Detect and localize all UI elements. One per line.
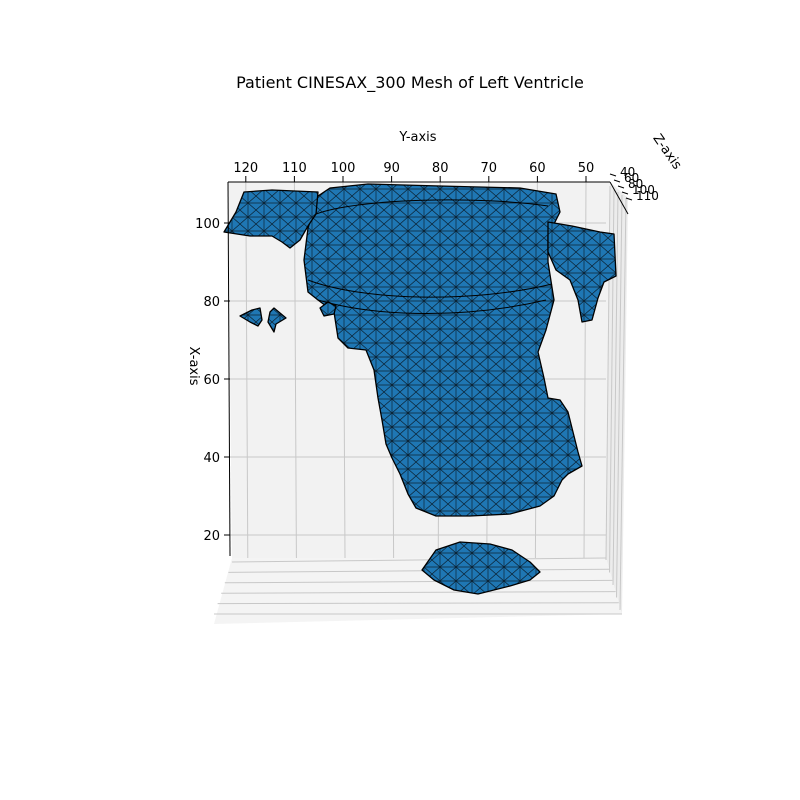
side-grid-line — [616, 194, 623, 598]
side-grid-line — [612, 191, 619, 586]
y-axis-label: Y-axis — [398, 130, 436, 145]
side-pane — [606, 182, 628, 614]
y-tick-label: 100 — [331, 161, 356, 176]
z-tick-label: 100 — [632, 183, 655, 197]
y-tick-label: 70 — [481, 161, 498, 176]
floor-grid-line — [217, 602, 619, 605]
floor-grid-line — [231, 557, 607, 563]
floor-grid-line — [221, 591, 616, 594]
chart-title: Patient CINESAX_300 Mesh of Left Ventric… — [236, 73, 584, 93]
y-tick-label: 120 — [233, 161, 258, 176]
z-tick-mark — [613, 179, 621, 183]
z-tick-label: 110 — [636, 189, 659, 203]
y-tick-label: 50 — [578, 161, 595, 176]
z-tick-label: 40 — [620, 165, 635, 179]
z-axis-label: Z-axis — [649, 132, 684, 173]
mesh-right-wing — [547, 221, 617, 323]
side-grid-line — [619, 197, 627, 611]
mesh-bottom-blob — [421, 541, 541, 595]
y-tick-label: 90 — [383, 161, 400, 176]
mesh-left-fragment-2 — [267, 307, 287, 333]
floor-grid-line — [224, 579, 613, 584]
z-tick-label: 80 — [628, 177, 643, 191]
mesh-left-fragment-1 — [239, 307, 263, 327]
x-axis-line — [227, 181, 231, 557]
z-tick-mark — [609, 173, 617, 177]
x-tick-label: 100 — [195, 217, 220, 232]
y-tick-label: 80 — [432, 161, 449, 176]
x-tick-label: 80 — [203, 295, 220, 310]
x-tick-label: 40 — [203, 451, 220, 466]
y-grid-line — [245, 181, 249, 559]
y-tick-label: 110 — [282, 161, 307, 176]
z-tick-mark — [625, 197, 633, 201]
x-axis-label: X-axis — [186, 347, 201, 386]
x-tick-label: 60 — [203, 373, 220, 388]
y-tick-label: 60 — [529, 161, 546, 176]
x-tick-label: 20 — [203, 529, 220, 544]
left-ventricle-mesh — [223, 183, 617, 595]
z-tick-mark — [617, 185, 625, 189]
mesh-small-bit — [319, 301, 337, 317]
mesh-top-ring — [307, 199, 553, 314]
ticks: 120 110 100 90 80 70 60 50204060801004060801001… — [195, 161, 659, 544]
z-axis-line — [609, 181, 629, 215]
axis-lines — [227, 181, 629, 557]
floor-grid-line — [228, 568, 610, 573]
mesh-left-wing — [223, 189, 319, 249]
z-tick-label: 60 — [624, 171, 639, 185]
z-tick-mark — [621, 191, 629, 195]
